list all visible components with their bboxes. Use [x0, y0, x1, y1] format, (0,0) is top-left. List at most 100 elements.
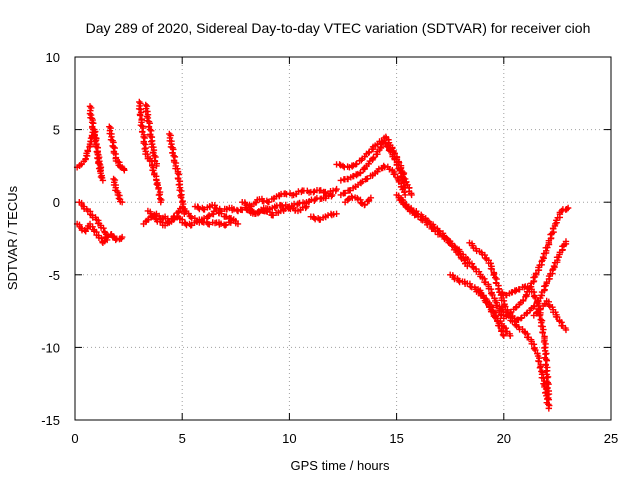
data-marker	[140, 131, 148, 139]
data-marker	[407, 190, 415, 197]
data-marker	[148, 137, 156, 145]
data-marker	[102, 234, 110, 241]
data-point	[221, 222, 229, 229]
data-marker	[469, 263, 476, 270]
data-marker	[322, 188, 329, 196]
data-marker	[139, 124, 147, 132]
data-marker	[174, 168, 182, 175]
data-marker	[86, 143, 93, 151]
data-marker	[546, 402, 553, 409]
data-marker	[520, 296, 527, 304]
data-marker	[412, 211, 420, 219]
data-marker	[142, 144, 149, 152]
data-marker	[444, 235, 451, 243]
data-series	[496, 283, 553, 403]
data-marker	[84, 147, 91, 154]
data-marker	[512, 304, 520, 311]
data-marker	[539, 253, 547, 261]
data-series	[86, 103, 107, 184]
data-marker	[78, 201, 86, 209]
data-marker	[545, 380, 552, 388]
data-marker	[562, 324, 569, 332]
data-marker	[115, 195, 123, 202]
data-marker	[522, 291, 530, 299]
data-marker	[541, 344, 548, 352]
data-marker	[100, 224, 107, 232]
data-marker	[120, 165, 128, 172]
data-marker	[175, 181, 183, 188]
data-marker	[470, 244, 477, 252]
data-series	[110, 175, 126, 206]
data-marker	[499, 331, 507, 338]
data-series	[397, 196, 471, 270]
data-marker	[527, 283, 534, 290]
data-marker	[526, 288, 533, 295]
data-marker	[353, 194, 361, 202]
data-marker	[172, 159, 180, 167]
data-marker	[144, 153, 152, 161]
data-marker	[288, 192, 296, 199]
data-marker	[502, 303, 509, 310]
data-marker	[141, 145, 148, 153]
data-marker	[266, 208, 274, 216]
data-marker	[549, 303, 556, 311]
data-marker	[270, 194, 278, 202]
data-marker	[141, 134, 148, 142]
data-series	[474, 286, 514, 339]
data-marker	[223, 205, 231, 213]
data-marker	[155, 191, 163, 199]
data-series	[337, 133, 415, 199]
data-series	[135, 98, 165, 206]
x-tick-labels: 0 5 10 15 20 25	[71, 431, 618, 446]
data-marker	[562, 240, 570, 248]
data-marker	[485, 302, 493, 310]
data-marker	[500, 308, 507, 316]
y-tick-label: 10	[46, 50, 60, 65]
data-marker	[536, 364, 544, 371]
grid	[75, 57, 611, 420]
data-marker	[254, 196, 261, 204]
data-marker	[513, 286, 520, 294]
data-marker	[101, 237, 108, 244]
data-marker	[302, 204, 309, 212]
data-marker	[212, 204, 219, 212]
data-marker	[169, 149, 176, 157]
data-marker	[153, 180, 160, 188]
data-marker	[114, 189, 122, 196]
data-series	[73, 220, 126, 247]
x-tick-label: 10	[282, 431, 296, 446]
data-series	[511, 238, 570, 325]
y-tick-label: 0	[53, 195, 60, 210]
data-marker	[175, 171, 183, 178]
data-marker	[206, 221, 213, 228]
y-tick-label: 5	[53, 123, 60, 138]
data-marker	[447, 240, 454, 247]
data-marker	[83, 150, 90, 157]
data-marker	[543, 357, 551, 364]
data-marker	[283, 191, 290, 198]
data-marker	[95, 220, 103, 227]
data-marker	[556, 209, 564, 216]
x-tick-label: 20	[497, 431, 511, 446]
data-marker	[394, 175, 402, 183]
data-marker	[357, 199, 365, 206]
data-marker	[349, 173, 357, 180]
data-series	[76, 199, 111, 244]
data-series	[179, 216, 242, 229]
data-marker	[90, 120, 97, 127]
plot-frame	[74, 56, 612, 421]
data-marker	[353, 160, 360, 168]
y-tick-label: -10	[41, 340, 60, 355]
x-tick-label: 0	[71, 431, 78, 446]
data-marker	[535, 297, 542, 304]
data-marker	[369, 171, 376, 179]
data-marker	[495, 285, 502, 293]
data-marker	[374, 148, 381, 155]
data-marker	[361, 164, 368, 172]
data-marker	[108, 130, 115, 138]
data-marker	[217, 220, 225, 227]
data-marker	[530, 345, 538, 352]
data-marker	[481, 254, 489, 262]
data-marker	[176, 215, 184, 222]
